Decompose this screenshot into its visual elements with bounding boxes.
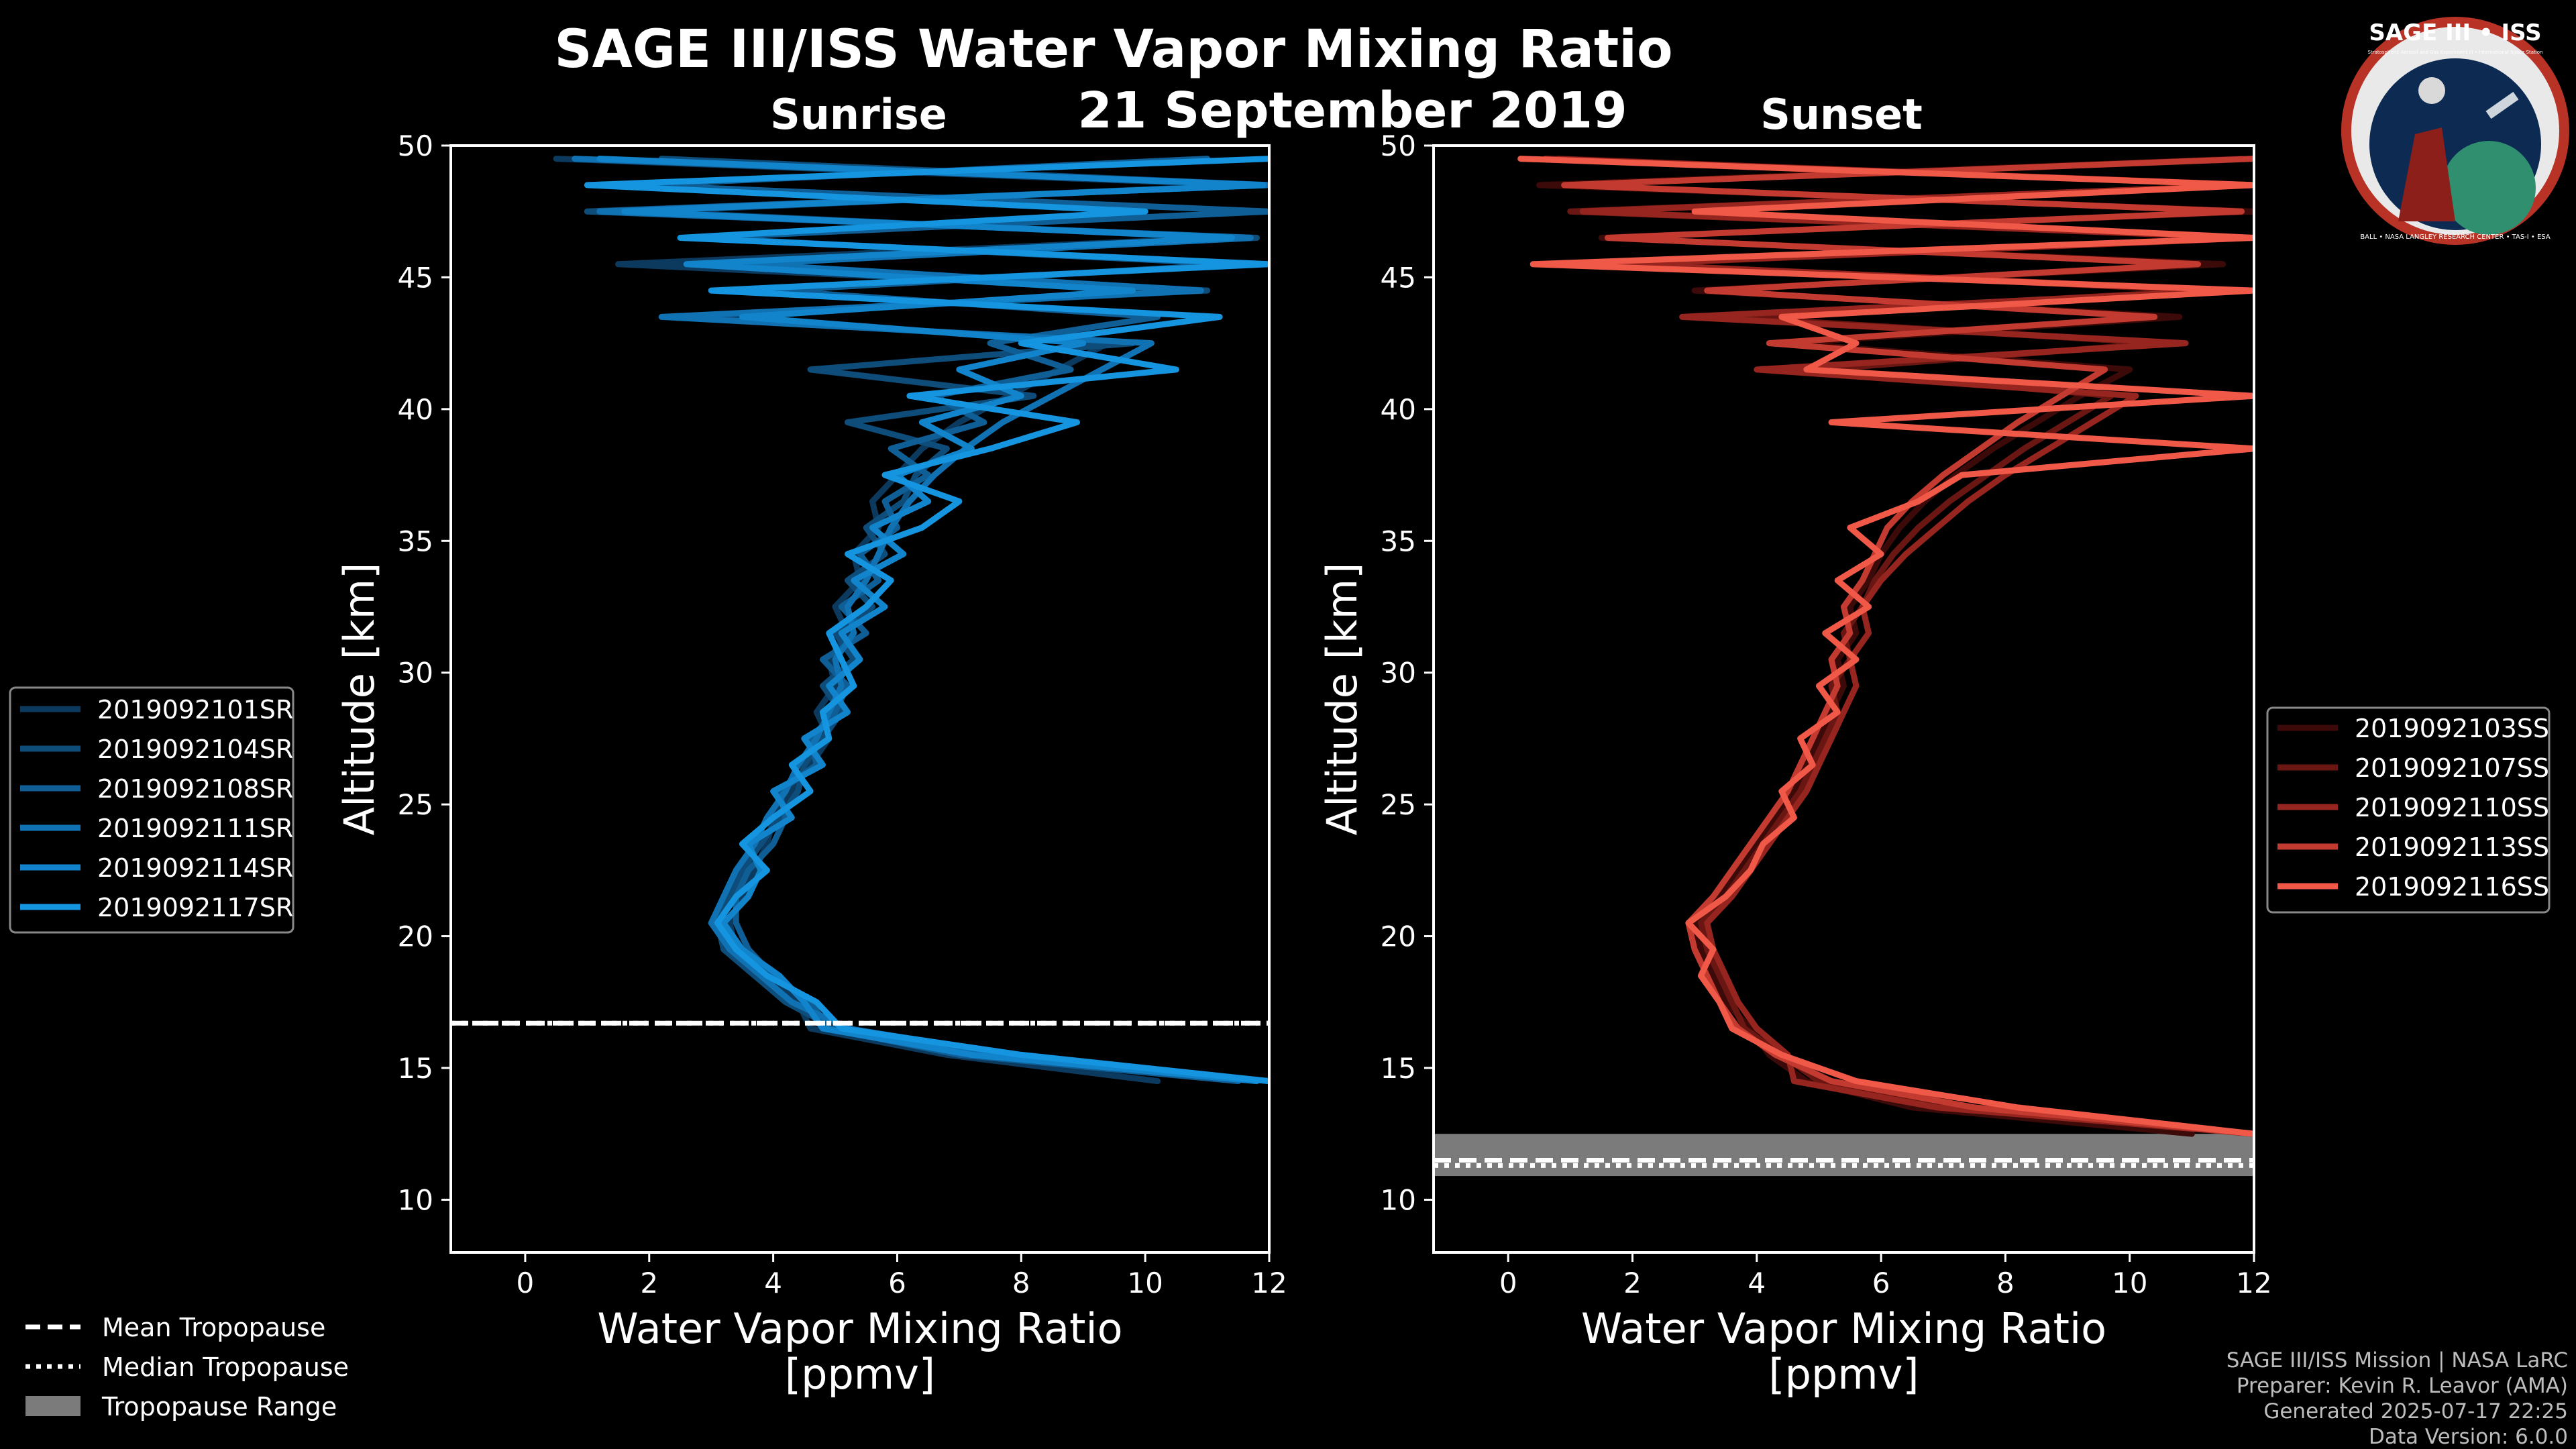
sunrise-x-tick-label: 0 <box>517 1267 535 1299</box>
sunset-legend-entry-2019092107SS: 2019092107SS <box>2355 753 2549 783</box>
sunset-x-tick-label: 12 <box>2236 1267 2271 1299</box>
sunset-y-tick-label: 25 <box>1381 788 1416 821</box>
sunset-y-tick-label: 35 <box>1381 525 1416 557</box>
sunrise-x-tick-label: 4 <box>764 1267 782 1299</box>
sunset-x-tick-label: 6 <box>1872 1267 1890 1299</box>
sunrise-legend-entry-2019092101SR: 2019092101SR <box>97 695 293 724</box>
sunset-legend-entry-2019092113SS: 2019092113SS <box>2355 833 2549 862</box>
sunrise-legend-entry-2019092108SR: 2019092108SR <box>97 774 293 804</box>
sunrise-y-tick-label: 20 <box>398 920 433 953</box>
sunrise-y-tick-label: 10 <box>398 1183 433 1216</box>
sunrise-y-tick-label: 45 <box>398 261 433 294</box>
sunset-legend-entry-2019092116SS: 2019092116SS <box>2355 872 2549 902</box>
sunrise-series-2019092114SR <box>596 156 1267 1085</box>
credit-generated: Generated 2025-07-17 22:25 <box>2263 1399 2568 1424</box>
sunset-x-tick-label: 0 <box>1499 1267 1517 1299</box>
sunrise-x-tick-label: 6 <box>888 1267 906 1299</box>
logo-figure-icon <box>2398 127 2455 221</box>
sunset-plot-area <box>1434 146 2254 1252</box>
figure-title: SAGE III/ISS Water Vapor Mixing Ratio <box>554 19 1672 80</box>
logo-earth-icon <box>2442 141 2536 235</box>
sunrise-legend-entry-2019092111SR: 2019092111SR <box>97 814 293 843</box>
sunset-y-axis-label: Altitude [km] <box>1318 563 1366 836</box>
sunrise-x-tick-label: 2 <box>640 1267 658 1299</box>
sunrise-y-axis-label: Altitude [km] <box>335 563 384 836</box>
sunrise-y-tick-label: 40 <box>398 393 433 426</box>
sunset-legend-entry-2019092103SS: 2019092103SS <box>2355 714 2549 743</box>
date-label: 21 September 2019 <box>1077 82 1627 140</box>
sunset-y-tick-label: 45 <box>1381 261 1416 294</box>
sunset-panel: 0 2 4 6 8 10 12 10 15 20 25 30 35 40 45 50 Water Vapor M… <box>1318 129 2272 1399</box>
sunrise-x-axis-unit: [ppmv] <box>785 1350 935 1399</box>
sunrise-y-tick-label: 30 <box>398 657 433 690</box>
sunrise-series-2019092117SR <box>584 156 1269 1085</box>
sunset-x-axis-unit: [ppmv] <box>1768 1350 1919 1399</box>
credit-preparer: Preparer: Kevin R. Leavor (AMA) <box>2237 1374 2568 1398</box>
logo-space-station-icon <box>2485 91 2519 119</box>
sunset-y-tick-label: 10 <box>1381 1183 1416 1216</box>
sunset-y-tick-label: 50 <box>1381 129 1416 162</box>
sunrise-panel: 0 2 4 6 8 10 12 10 15 20 25 30 35 40 45 50 Water Vapor M… <box>335 129 1287 1399</box>
credits-block: SAGE III/ISS Mission | NASA LaRC Prepare… <box>2226 1348 2568 1449</box>
sunrise-x-axis-label: Water Vapor Mixing Ratio <box>597 1304 1122 1353</box>
sunset-y-tick-label: 15 <box>1381 1052 1416 1085</box>
sunrise-y-tick-label: 35 <box>398 525 433 557</box>
sunset-panel-title: Sunset <box>1760 90 1923 139</box>
sunset-x-tick-label: 8 <box>1996 1267 2015 1299</box>
tropopause-range-label: Tropopause Range <box>101 1392 337 1421</box>
sunrise-legend: 2019092101SR 2019092104SR 2019092108SR 2019… <box>9 686 294 934</box>
tropopause-legend: Mean Tropopause Median Tropopause Tropop… <box>25 1313 349 1421</box>
sunset-x-axis-label: Water Vapor Mixing Ratio <box>1581 1304 2106 1353</box>
sage-iii-iss-mission-logo: SAGE III • ISS BALL • NASA LANGLEY RESEA… <box>2341 17 2569 245</box>
sunset-series-2019092110SS <box>1542 156 2254 1137</box>
sunset-x-tick-label: 4 <box>1748 1267 1766 1299</box>
sunset-y-tick-label: 30 <box>1381 657 1416 690</box>
median-tropopause-label: Median Tropopause <box>102 1352 349 1382</box>
sunrise-x-tick-label: 12 <box>1251 1267 1287 1299</box>
sunset-x-tick-label: 10 <box>2112 1267 2147 1299</box>
sunrise-legend-box <box>9 686 294 934</box>
sunset-plot-frame <box>1432 144 2255 1254</box>
sunset-legend: 2019092103SS 2019092107SS 2019092110SS 2019… <box>2266 706 2551 914</box>
sunset-legend-box <box>2266 706 2551 914</box>
sunrise-legend-entry-2019092104SR: 2019092104SR <box>97 735 293 764</box>
sunrise-legend-entry-2019092114SR: 2019092114SR <box>97 853 293 883</box>
sunrise-y-tick-label: 25 <box>398 788 433 821</box>
logo-sub-text: Stratospheric Aerosol and Gas Experiment… <box>2368 50 2543 55</box>
tropopause-range-swatch <box>25 1396 80 1416</box>
logo-moon-icon <box>2418 77 2445 104</box>
credit-mission: SAGE III/ISS Mission | NASA LaRC <box>2226 1348 2568 1373</box>
credit-data-version: Data Version: 6.0.0 <box>2369 1425 2568 1449</box>
mean-tropopause-label: Mean Tropopause <box>102 1313 325 1342</box>
logo-ring-text: BALL • NASA LANGLEY RESEARCH CENTER • TA… <box>2360 233 2551 241</box>
sunrise-legend-entry-2019092117SR: 2019092117SR <box>97 893 293 922</box>
logo-title: SAGE III • ISS <box>2369 19 2541 46</box>
sunset-x-tick-label: 2 <box>1623 1267 1642 1299</box>
sunset-y-tick-label: 20 <box>1381 920 1416 953</box>
sunrise-x-tick-label: 10 <box>1127 1267 1163 1299</box>
sunrise-panel-title: Sunrise <box>770 90 947 139</box>
sunrise-plot-frame <box>449 144 1271 1254</box>
sunset-legend-entry-2019092110SS: 2019092110SS <box>2355 793 2549 822</box>
sunset-y-tick-label: 40 <box>1381 393 1416 426</box>
sunrise-x-tick-label: 8 <box>1012 1267 1030 1299</box>
sunrise-y-tick-label: 50 <box>398 129 433 162</box>
sunrise-y-tick-label: 15 <box>398 1052 433 1085</box>
sunset-series-2019092116SS <box>1517 156 2254 1137</box>
sunset-tropopause-range-band <box>1434 1134 2254 1177</box>
